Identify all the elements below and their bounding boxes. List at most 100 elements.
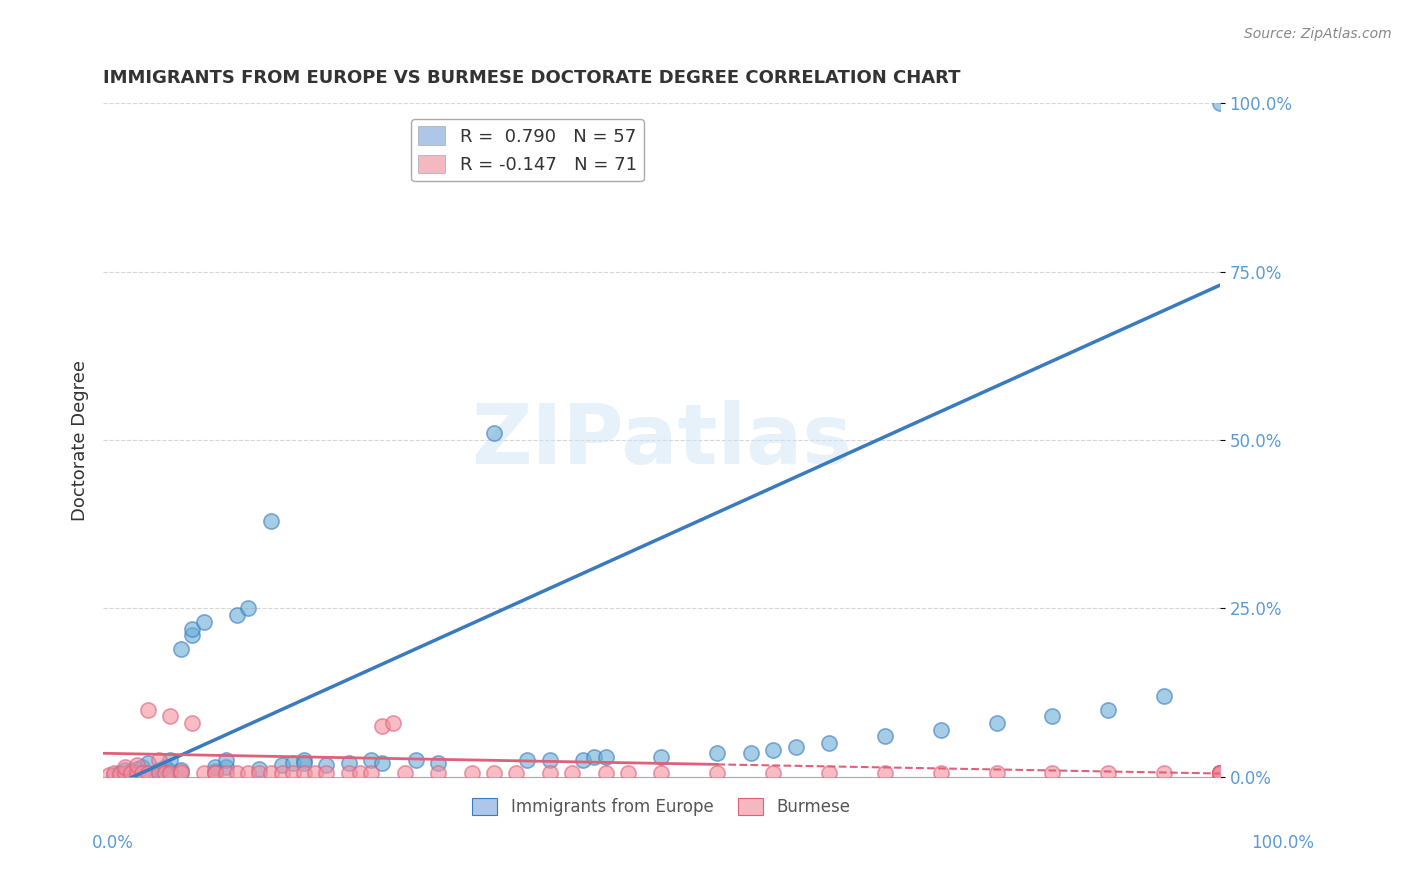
Point <box>159 764 181 779</box>
Point <box>170 765 193 780</box>
Point <box>1209 96 1232 111</box>
Text: 100.0%: 100.0% <box>1251 834 1315 852</box>
Point <box>114 763 136 777</box>
Point <box>136 766 159 780</box>
Point <box>148 766 170 780</box>
Point <box>181 716 204 731</box>
Point <box>125 757 148 772</box>
Point <box>249 765 271 780</box>
Point <box>103 766 125 780</box>
Point <box>427 756 450 771</box>
Point <box>193 766 215 780</box>
Text: ZIPatlas: ZIPatlas <box>471 400 852 481</box>
Point <box>1209 766 1232 780</box>
Point <box>159 753 181 767</box>
Point <box>136 756 159 771</box>
Point <box>561 766 583 780</box>
Point <box>204 765 226 780</box>
Point <box>259 514 281 528</box>
Point <box>108 767 131 781</box>
Point <box>170 763 193 777</box>
Point <box>153 760 176 774</box>
Point <box>148 766 170 780</box>
Point <box>315 766 337 780</box>
Point <box>120 764 142 779</box>
Point <box>482 766 505 780</box>
Point <box>204 764 226 779</box>
Point <box>1040 709 1063 723</box>
Point <box>153 766 176 780</box>
Point <box>292 756 315 771</box>
Point <box>818 736 841 750</box>
Point <box>238 766 260 780</box>
Point <box>427 766 450 780</box>
Point <box>281 756 304 771</box>
Point <box>1040 766 1063 780</box>
Point <box>572 753 595 767</box>
Point <box>1209 766 1232 780</box>
Text: IMMIGRANTS FROM EUROPE VS BURMESE DOCTORATE DEGREE CORRELATION CHART: IMMIGRANTS FROM EUROPE VS BURMESE DOCTOR… <box>103 69 960 87</box>
Point <box>304 766 326 780</box>
Point <box>986 716 1008 731</box>
Text: 0.0%: 0.0% <box>91 834 134 852</box>
Point <box>1209 766 1232 780</box>
Point <box>706 766 728 780</box>
Point <box>125 766 148 780</box>
Point <box>740 746 762 760</box>
Point <box>1209 766 1232 780</box>
Point <box>360 766 382 780</box>
Point <box>215 766 238 780</box>
Point <box>583 749 606 764</box>
Point <box>103 768 125 782</box>
Point <box>371 756 394 771</box>
Point <box>204 760 226 774</box>
Point <box>226 766 249 780</box>
Point <box>1209 766 1232 780</box>
Point <box>131 766 153 780</box>
Point <box>762 766 785 780</box>
Point <box>193 615 215 629</box>
Point <box>292 766 315 780</box>
Point <box>170 641 193 656</box>
Point <box>785 739 807 754</box>
Point <box>292 753 315 767</box>
Point <box>371 719 394 733</box>
Point <box>159 709 181 723</box>
Point <box>181 628 204 642</box>
Point <box>650 749 672 764</box>
Point <box>706 746 728 760</box>
Point <box>270 757 292 772</box>
Point <box>148 753 170 767</box>
Point <box>360 753 382 767</box>
Point <box>259 766 281 780</box>
Point <box>538 766 561 780</box>
Point <box>215 753 238 767</box>
Point <box>136 765 159 780</box>
Point <box>405 753 427 767</box>
Point <box>125 762 148 776</box>
Point <box>505 766 527 780</box>
Legend: Immigrants from Europe, Burmese: Immigrants from Europe, Burmese <box>465 791 858 822</box>
Point <box>1097 766 1119 780</box>
Point <box>394 766 416 780</box>
Point <box>460 766 482 780</box>
Point <box>1209 766 1232 780</box>
Point <box>337 756 360 771</box>
Point <box>120 766 142 780</box>
Point <box>1209 766 1232 780</box>
Point <box>215 760 238 774</box>
Point <box>595 749 617 764</box>
Point <box>595 766 617 780</box>
Point <box>131 760 153 774</box>
Point <box>1209 766 1232 780</box>
Point <box>1209 766 1232 780</box>
Point <box>873 730 896 744</box>
Point <box>929 766 952 780</box>
Point <box>181 622 204 636</box>
Point <box>159 766 181 780</box>
Point <box>249 762 271 776</box>
Point <box>382 716 405 731</box>
Point <box>1209 766 1232 780</box>
Point <box>315 757 337 772</box>
Point <box>1209 766 1232 780</box>
